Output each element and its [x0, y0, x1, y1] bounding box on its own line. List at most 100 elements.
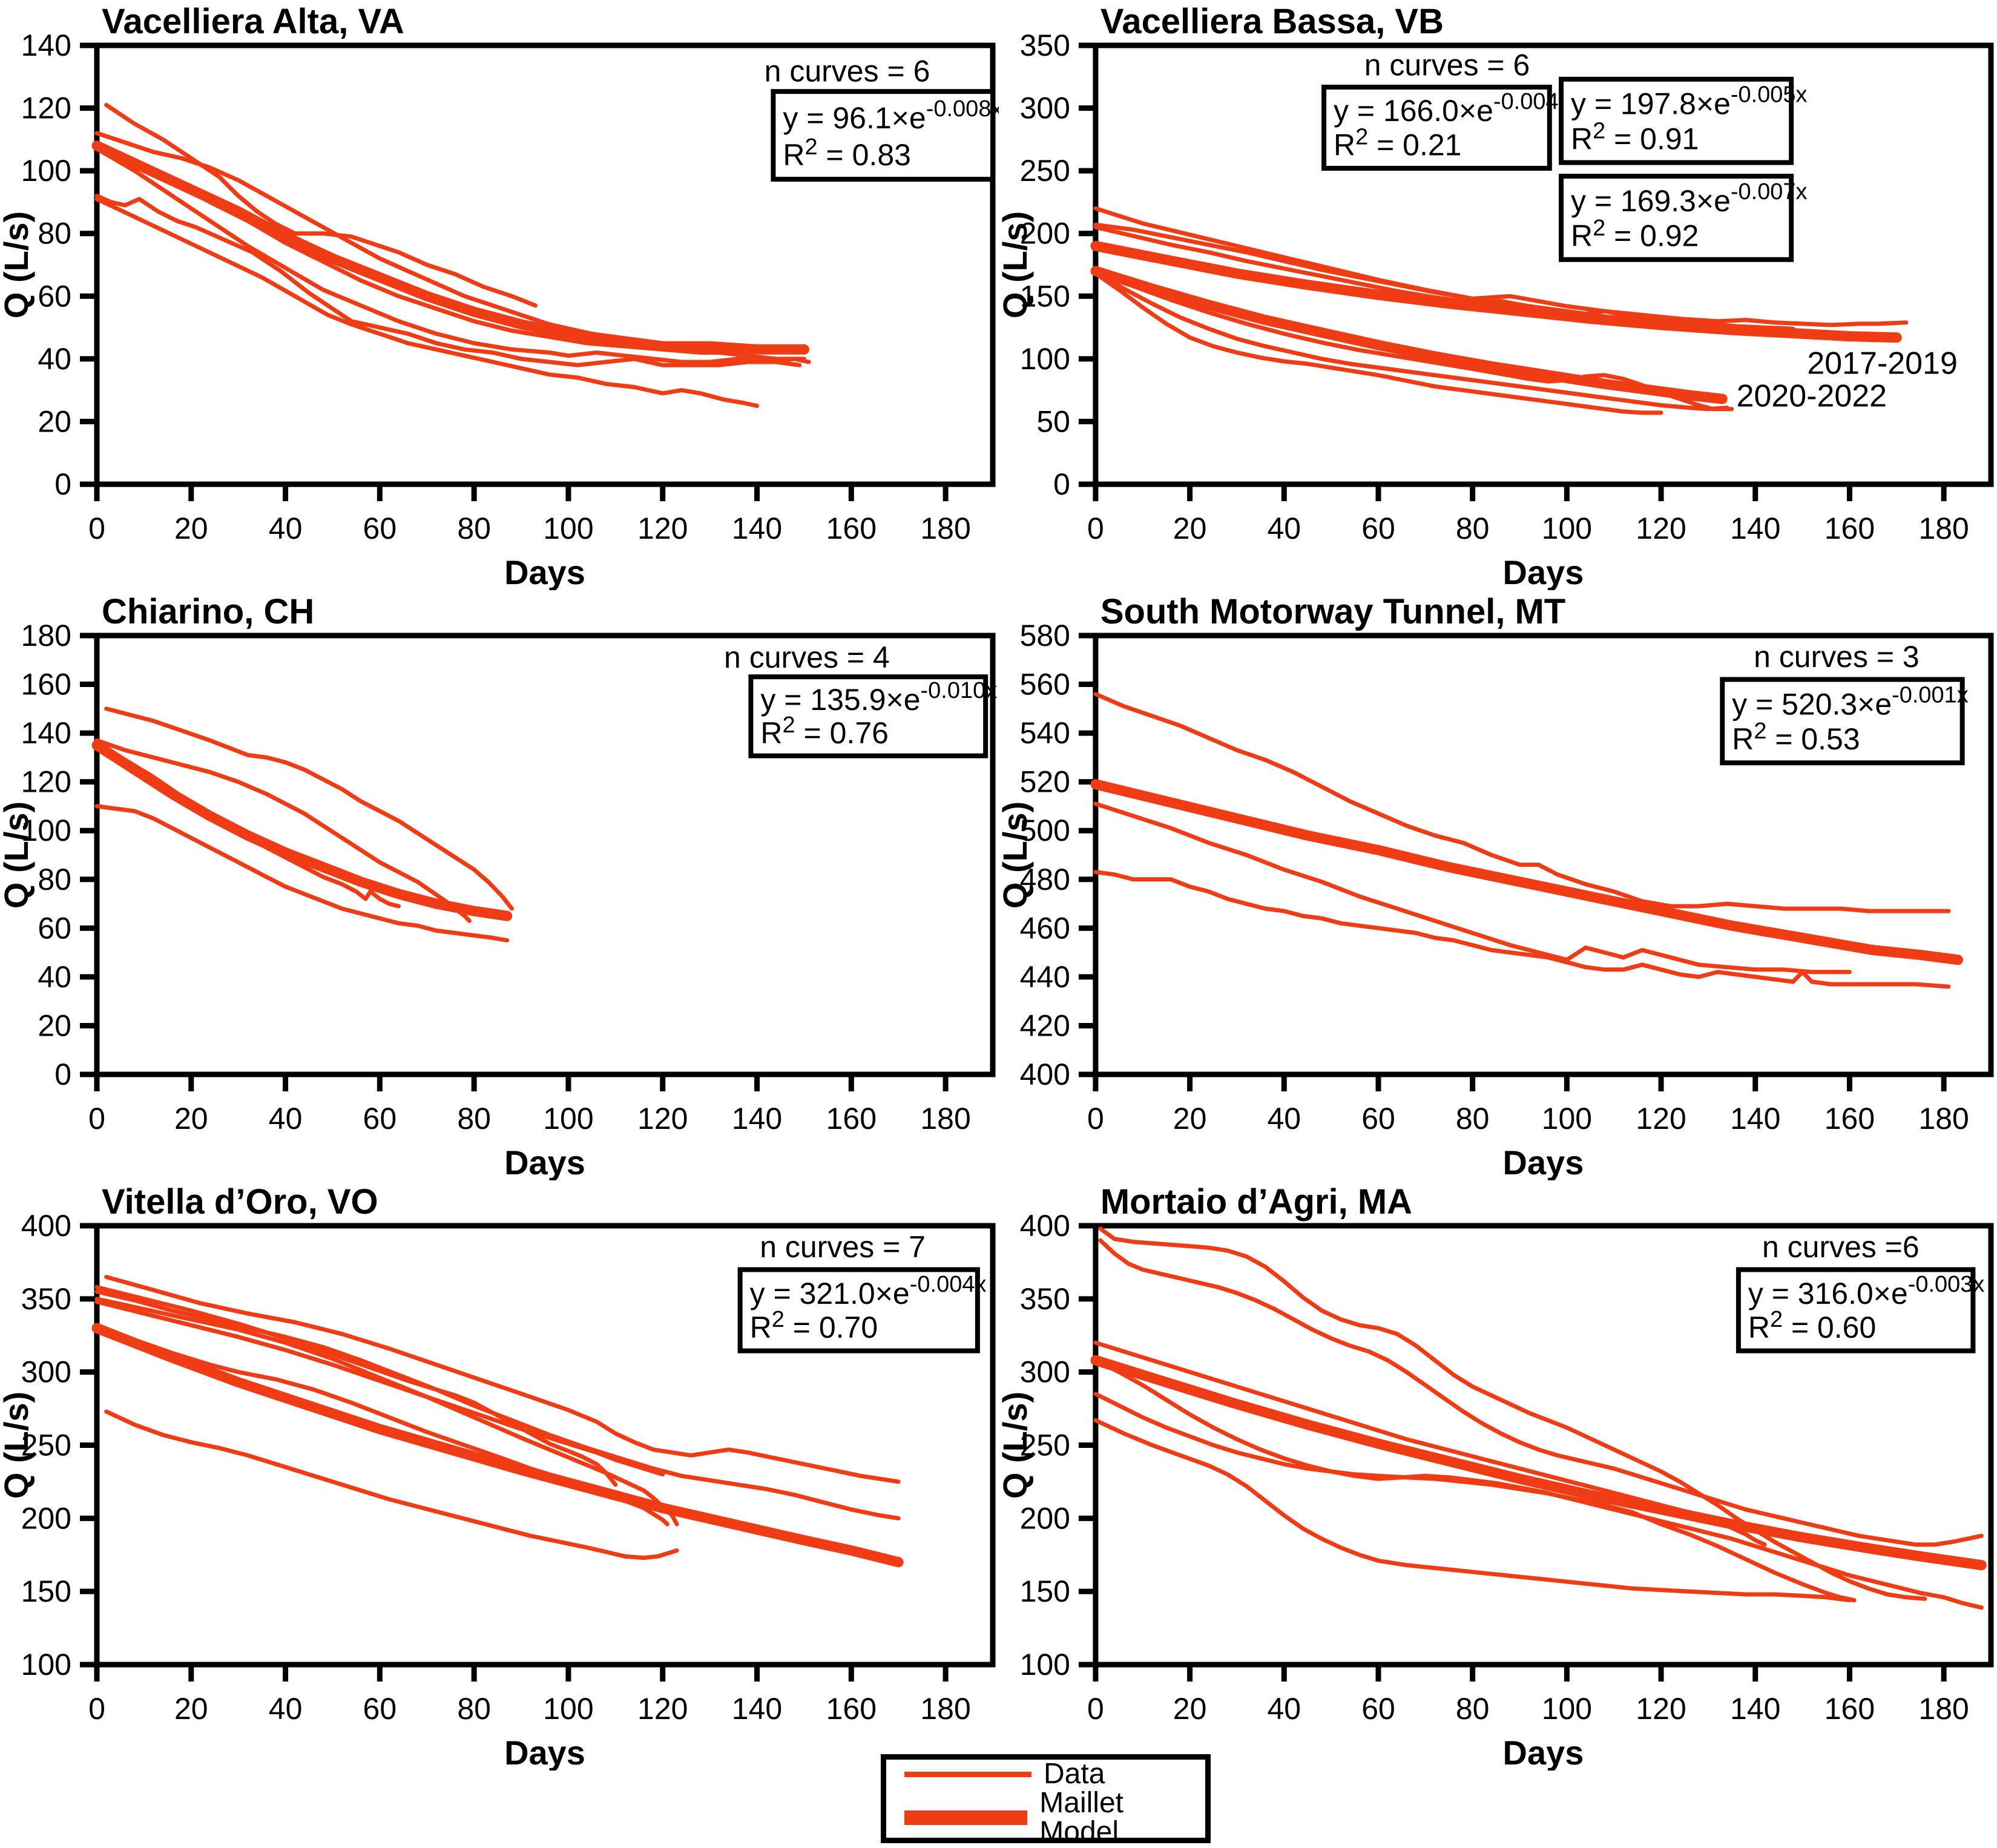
x-tick-label: 120: [1636, 1692, 1686, 1726]
plot-frame: [1093, 1223, 1994, 1668]
data-curve: [94, 146, 811, 364]
x-tick-label: 0: [1087, 1692, 1104, 1726]
equation-box: [748, 674, 989, 758]
x-tick-label: 80: [1456, 511, 1490, 545]
equation-text: y = 166.0×e-0.004x: [1334, 89, 1570, 128]
x-tick-label: 40: [1268, 1692, 1301, 1726]
data-curve: [1093, 271, 1729, 412]
x-tick-label: 20: [174, 1102, 208, 1136]
y-tick-label: 60: [38, 911, 71, 945]
equation-box: [1735, 1267, 1976, 1353]
x-tick-label: 20: [1173, 1102, 1207, 1136]
x-tick-label: 20: [174, 511, 208, 545]
data-curve: [104, 102, 538, 308]
y-tick-label: 540: [1020, 716, 1070, 750]
n-curves-label: n curves = 6: [765, 54, 930, 88]
x-axis-label: Days: [504, 553, 585, 590]
x-tick-label: 120: [637, 1692, 688, 1726]
annotation-2020-2022: 2020-2022: [1737, 379, 1887, 414]
panel-grid: 0 20 40 60 80 100 120 140 160 180 0 20 40 60 80 100 120 1…: [0, 2, 1997, 1771]
n-curves-label: n curves = 7: [760, 1230, 926, 1264]
y-tick-label: 140: [21, 28, 71, 62]
x-tick-label: 0: [1087, 1102, 1104, 1136]
y-axis-label: Q (L/s): [0, 801, 35, 909]
y-tick-label: 80: [38, 863, 71, 896]
x-tick-label: 140: [732, 511, 782, 545]
y-tick-label: 20: [38, 404, 71, 438]
y-tick-label: 460: [1020, 911, 1070, 945]
y-tick-label: 160: [21, 668, 71, 702]
x-tick-label: 120: [637, 511, 688, 545]
chart-mortaio-dagri: 0 20 40 60 80 100 120 140 160 180 100 150 200 250 300 3…: [999, 1183, 1994, 1771]
y-tick-label: 300: [1020, 1355, 1070, 1389]
x-axis-label: Days: [504, 1734, 585, 1771]
r2-text: R2 = 0.76: [760, 712, 889, 750]
y-tick-label: 200: [21, 1501, 71, 1535]
y-tick-label: 200: [1020, 217, 1070, 251]
data-curve: [94, 1297, 679, 1527]
y-tick-label: 420: [1020, 1008, 1070, 1042]
r2-text: R2 = 0.92: [1571, 215, 1699, 253]
y-tick-label: 350: [1020, 28, 1070, 62]
y-tick-label: 120: [21, 91, 71, 125]
data-curve: [1093, 1418, 1852, 1603]
y-tick-label: 100: [1020, 1648, 1070, 1682]
x-tick-label: 40: [1268, 1102, 1301, 1136]
maillet-model-curve: [91, 740, 513, 921]
x-tick-label: 20: [174, 1692, 208, 1726]
x-tick-label: 140: [1730, 1692, 1780, 1726]
y-tick-label: 300: [1020, 91, 1070, 125]
y-tick-label: 440: [1020, 960, 1070, 994]
x-tick-label: 140: [732, 1692, 782, 1726]
data-curve: [1093, 271, 1663, 415]
x-tick-label: 120: [1636, 511, 1686, 545]
x-tick-label: 40: [269, 511, 303, 545]
equation-box: [1720, 677, 1965, 766]
legend-label-data: Data: [1044, 1758, 1105, 1790]
x-tick-label: 60: [363, 1692, 397, 1726]
r2-text: R2 = 0.60: [1748, 1307, 1876, 1344]
r2-text: R2 = 0.91: [1571, 119, 1699, 156]
n-curves-label: n curves =6: [1762, 1230, 1920, 1264]
chart-vacelliera-bassa: 0 20 40 60 80 100 120 140 160 180 0 50 100 150 200 250 3…: [999, 2, 1994, 590]
data-curve: [94, 1300, 665, 1477]
x-tick-label: 40: [269, 1692, 303, 1726]
data-curve: [1093, 1392, 1857, 1603]
equation-text: y = 316.0×e-0.003x: [1748, 1272, 1984, 1310]
r2-text: R2 = 0.21: [1334, 125, 1461, 162]
x-tick-label: 180: [1918, 1102, 1969, 1136]
x-tick-label: 140: [1730, 511, 1780, 545]
y-axis-label: Q (L/s): [999, 211, 1034, 318]
x-tick-label: 160: [1824, 1692, 1875, 1726]
equation-box: [1559, 76, 1794, 165]
x-tick-label: 60: [1361, 1102, 1395, 1136]
x-tick-label: 160: [1824, 1102, 1875, 1136]
chart-panel-south-motorway-tunnel: 0 20 40 60 80 100 120 140 160 180 400 420 440 460 480 5…: [999, 590, 1997, 1180]
legend-item-data: Data: [904, 1760, 1205, 1789]
equation-text: y = 135.9×e-0.010x: [760, 678, 997, 717]
chart-chiarino: 0 20 40 60 80 100 120 140 160 180 0 20 40 60 80 100 120 1…: [0, 592, 997, 1180]
equation-text: y = 321.0×e-0.004x: [750, 1272, 987, 1310]
data-curve: [1098, 1238, 1984, 1547]
panel-title: Chiarino, CH: [102, 592, 314, 631]
y-tick-label: 580: [1020, 619, 1070, 653]
y-axis-label: Q (L/s): [0, 211, 35, 318]
data-curve: [94, 1289, 901, 1521]
x-tick-label: 100: [543, 1102, 593, 1136]
maillet-model-curve: [1090, 240, 1902, 343]
chart-panel-mortaio-dagri: 0 20 40 60 80 100 120 140 160 180 100 150 200 250 300 3…: [999, 1180, 1997, 1771]
panel-title: South Motorway Tunnel, MT: [1100, 593, 1565, 631]
y-axis-label: Q (L/s): [999, 1392, 1034, 1499]
x-tick-label: 180: [920, 511, 970, 545]
x-axis-label: Days: [1503, 1143, 1584, 1180]
equation-box: [771, 89, 996, 182]
x-tick-label: 0: [1087, 511, 1104, 545]
legend-item-maillet-model: Maillet Model: [904, 1789, 1205, 1847]
x-tick-label: 0: [88, 1102, 105, 1136]
plot-frame: [94, 633, 996, 1077]
y-tick-label: 100: [21, 154, 71, 188]
y-tick-label: 100: [21, 1648, 71, 1682]
panel-title: Vacelliera Alta, VA: [102, 2, 404, 41]
y-tick-label: 0: [1053, 467, 1070, 501]
x-tick-label: 80: [1456, 1692, 1490, 1726]
